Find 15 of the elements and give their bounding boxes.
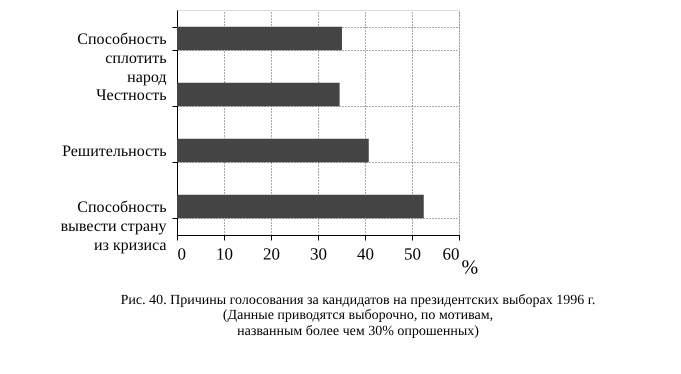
text: (Данные приводятся выборочно, по мотивам, [222, 308, 494, 323]
y-tick-label: Решительность [62, 142, 166, 160]
x-tick-label: 30 [310, 244, 327, 264]
y-tick-label: Честность [96, 87, 166, 104]
y-tick-label: Способность вывести страну из кризиса [60, 198, 166, 254]
x-tick-label: 10 [216, 244, 233, 264]
text: названным более чем 30% опрошенных) [237, 324, 479, 339]
x-tick-label: 0 [178, 244, 186, 264]
x-tick-label: 60 [442, 244, 460, 264]
x-tick-label: 50 [404, 244, 421, 264]
y-tick-label: Способность сплотить народ [77, 31, 166, 86]
x-axis-title: % [462, 256, 478, 278]
x-tick-label: 40 [357, 244, 374, 264]
text: Рис. 40. Причины голосования за кандидатов на президентских выборах 1996 г. [120, 293, 596, 308]
x-tick-label: 20 [263, 244, 280, 264]
